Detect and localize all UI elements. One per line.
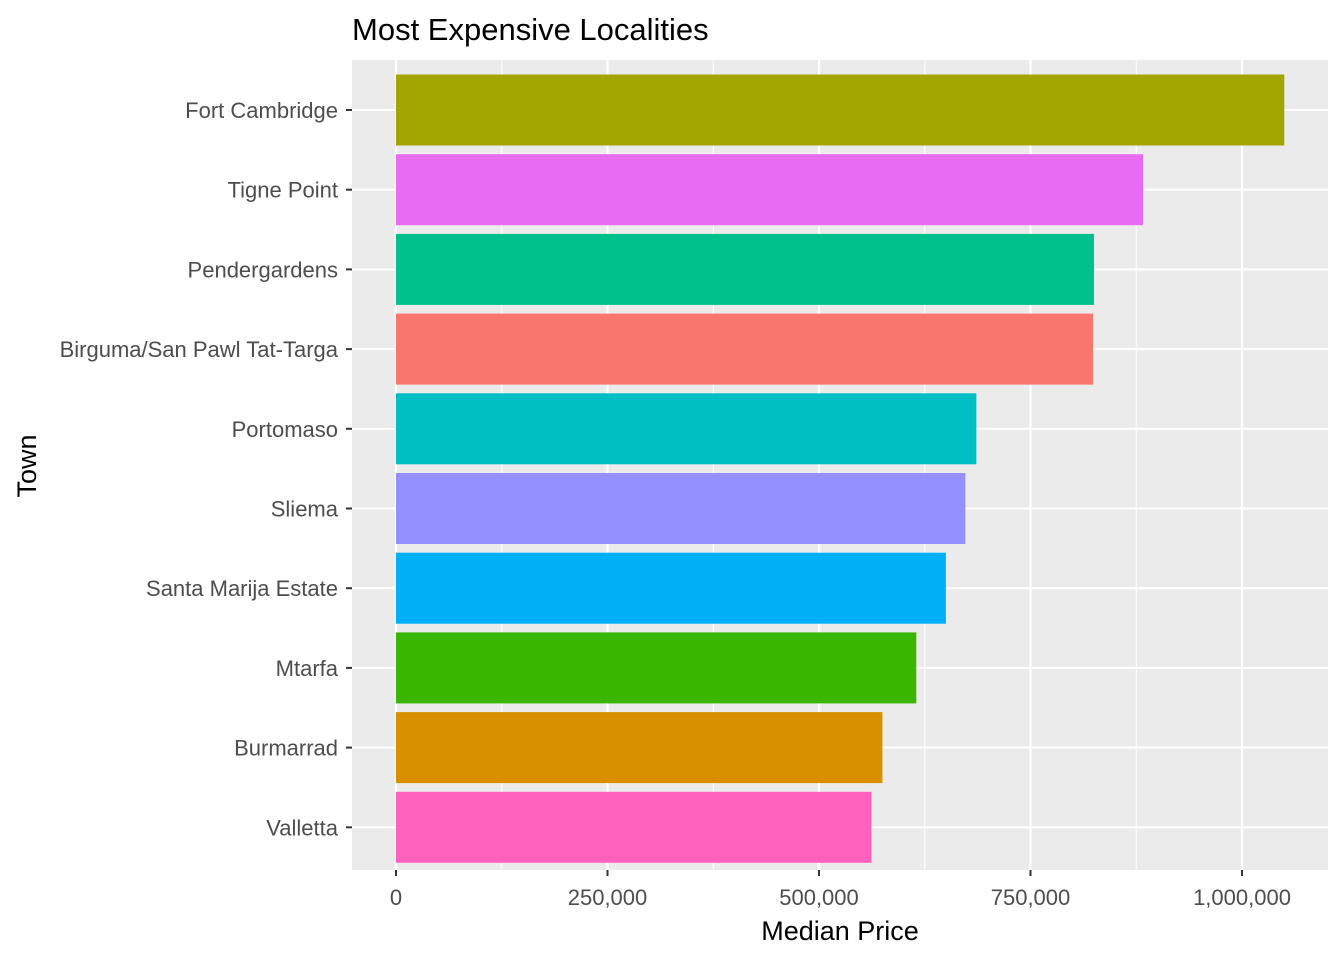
bar bbox=[396, 393, 976, 464]
bar bbox=[396, 632, 916, 703]
y-axis-title: Town bbox=[12, 434, 42, 497]
y-tick-label: Santa Marija Estate bbox=[146, 576, 338, 601]
x-tick-label: 1,000,000 bbox=[1193, 885, 1291, 910]
x-tick-label: 500,000 bbox=[779, 885, 859, 910]
y-axis: Fort Cambridge Tigne Point Pendergardens Bi… bbox=[60, 98, 352, 840]
x-tick-label: 750,000 bbox=[991, 885, 1071, 910]
x-tick-label: 250,000 bbox=[568, 885, 648, 910]
chart-title: Most Expensive Localities bbox=[352, 12, 709, 47]
bar bbox=[396, 473, 965, 544]
bar bbox=[396, 712, 882, 783]
y-tick-label: Tigne Point bbox=[228, 178, 338, 203]
x-axis: 0 250,000 500,000 750,000 1,000,000 bbox=[390, 870, 1291, 910]
bar bbox=[396, 154, 1143, 225]
y-tick-label: Burmarrad bbox=[234, 736, 338, 761]
y-tick-label: Birguma/San Pawl Tat-Targa bbox=[60, 337, 339, 362]
y-tick-label: Sliema bbox=[271, 497, 339, 522]
y-tick-label: Mtarfa bbox=[276, 656, 339, 681]
y-tick-label: Valletta bbox=[266, 815, 339, 840]
x-tick-label: 0 bbox=[390, 885, 402, 910]
x-axis-title: Median Price bbox=[761, 916, 919, 946]
bar bbox=[396, 792, 871, 863]
bar bbox=[396, 314, 1093, 385]
bar bbox=[396, 75, 1284, 146]
bar bbox=[396, 234, 1094, 305]
bar bbox=[396, 553, 946, 624]
y-tick-label: Fort Cambridge bbox=[185, 98, 338, 123]
y-tick-label: Portomaso bbox=[232, 417, 338, 442]
y-tick-label: Pendergardens bbox=[188, 257, 338, 282]
